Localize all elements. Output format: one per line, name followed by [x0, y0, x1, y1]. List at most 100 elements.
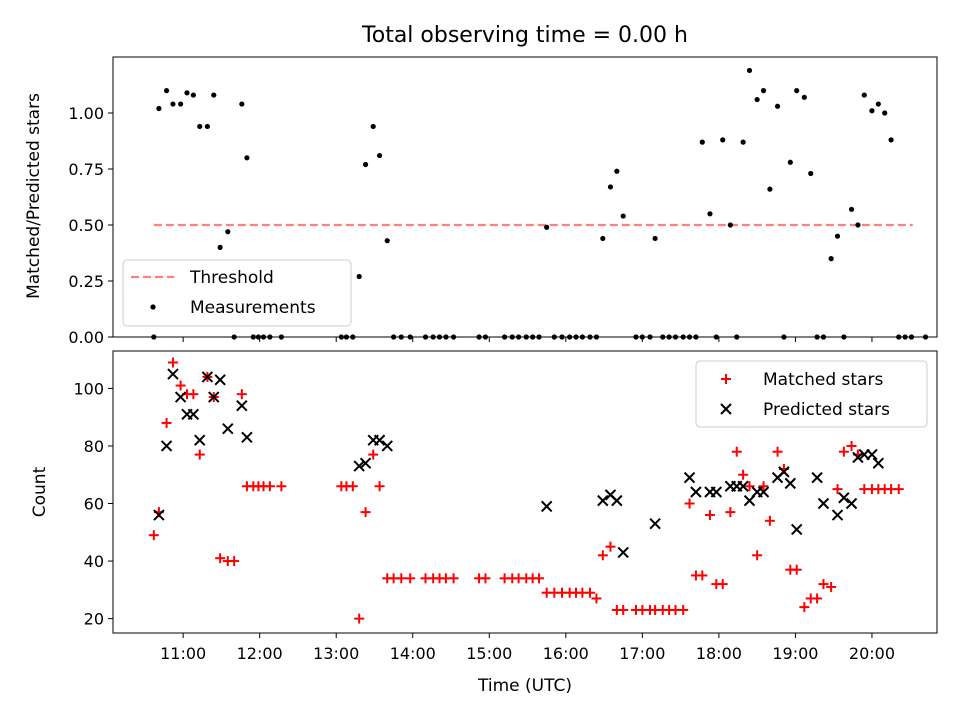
matched-star-point	[405, 573, 416, 584]
bottom-y-axis-label: Count	[30, 466, 50, 517]
predicted-star-point	[737, 480, 749, 492]
predicted-star-point	[872, 457, 885, 469]
matched-star-point	[480, 573, 491, 584]
matched-star-point	[396, 573, 407, 584]
matched-star-point	[167, 357, 178, 368]
bottom-y-tick-label: 80	[84, 437, 104, 456]
x-tick-label: 18:00	[696, 644, 742, 663]
legend-box	[122, 259, 352, 327]
x-tick-label: 12:00	[237, 644, 283, 663]
top-y-tick-label: 0.75	[68, 160, 104, 179]
predicted-star-point	[236, 399, 248, 412]
matched-star-point	[818, 579, 829, 590]
x-tick-label: 14:00	[390, 644, 436, 663]
predicted-star-point	[617, 546, 629, 559]
measurement-point	[356, 273, 362, 280]
predicted-star-point	[214, 374, 226, 386]
measurement-point	[794, 88, 800, 94]
measurement-point	[197, 123, 203, 130]
matched-star-point	[448, 573, 459, 584]
predicted-star-point	[241, 431, 253, 444]
x-tick-label: 16:00	[543, 644, 589, 663]
measurements-panel: Total observing time = 0.00 h 0.000.250.…	[24, 23, 938, 347]
measurement-point	[699, 139, 705, 145]
legend-predicted-swatch	[720, 403, 732, 415]
counts-panel: 20 40 60 80 100 11:00 12:00 13:00 14:00 15:00 16:0…	[30, 350, 938, 696]
measurement-point	[370, 123, 376, 130]
predicted-star-point	[353, 460, 365, 472]
bottom-legend: Matched stars Predicted stars	[695, 360, 928, 428]
predicted-star-point	[187, 408, 200, 421]
count-plot-area: 20 40 60 80 100 11:00 12:00 13:00 14:00 15:00 16:0…	[73, 350, 938, 663]
ratio-plot-area: 0.00 0.25 0.50 0.75 1.00 Threshold Measurement…	[68, 56, 938, 347]
predicted-star-point	[866, 448, 878, 461]
measurement-point	[211, 92, 217, 98]
predicted-star-point	[817, 497, 830, 510]
bottom-y-tick-label: 20	[84, 610, 104, 629]
matched-star-point	[791, 564, 802, 575]
measurement-point	[620, 213, 626, 219]
matched-star-point	[605, 541, 616, 552]
top-y-tick-label: 0.25	[68, 272, 104, 291]
matched-star-point	[744, 481, 755, 492]
matched-star-point	[175, 380, 186, 391]
predicted-star-point	[359, 457, 372, 469]
x-tick-label: 19:00	[772, 644, 818, 663]
x-tick-label: 15:00	[466, 644, 512, 663]
bottom-y-tick-label: 60	[84, 495, 104, 514]
matched-star-point	[374, 481, 385, 492]
predicted-star-point	[208, 391, 220, 403]
predicted-star-point	[153, 509, 165, 521]
predicted-star-point	[710, 486, 723, 498]
predicted-star-point	[222, 422, 234, 435]
predicted-star-point	[852, 451, 864, 464]
matched-star-point	[354, 613, 365, 624]
predicted-star-point	[174, 391, 187, 403]
measurement-point	[848, 206, 855, 212]
predicted-star-point	[838, 492, 850, 504]
matched-star-point	[347, 481, 358, 492]
matched-star-point	[148, 530, 159, 541]
legend-measurements-swatch	[150, 304, 156, 310]
measurement-point	[754, 96, 760, 103]
matched-star-point	[738, 469, 749, 480]
measurement-point	[720, 137, 726, 143]
legend-threshold-label: Threshold	[189, 268, 274, 288]
measurement-point	[861, 92, 867, 98]
matched-star-point	[826, 581, 837, 592]
legend-box	[695, 360, 928, 428]
measurement-point	[888, 137, 894, 143]
top-y-axis-label: Matched/Predicted stars	[24, 93, 44, 299]
matched-star-point	[684, 498, 695, 509]
measurement-point	[834, 233, 841, 239]
matched-star-point	[731, 446, 742, 457]
matched-star-point	[697, 570, 708, 581]
measurement-point	[600, 235, 606, 242]
measurement-point	[170, 101, 176, 107]
predicted-star-point	[831, 509, 844, 521]
matched-star-point	[893, 484, 904, 495]
measurement-point	[217, 244, 223, 250]
predicted-star-point	[690, 486, 702, 498]
top-y-tick-label: 0.00	[68, 328, 104, 347]
matched-star-point	[846, 440, 857, 451]
predicted-star-point	[683, 471, 696, 484]
matched-star-point	[585, 587, 596, 598]
measurement-point	[204, 123, 210, 130]
measurement-point	[746, 67, 753, 74]
measurement-point	[801, 94, 807, 100]
x-tick-label: 17:00	[619, 644, 665, 663]
predicted-star-point	[845, 497, 858, 510]
measurement-point	[225, 229, 231, 235]
bottom-y-tick-label: 100	[73, 379, 104, 398]
measurement-point	[828, 256, 834, 262]
matched-star-point	[717, 579, 728, 590]
matched-star-point	[678, 604, 689, 615]
x-tick-label: 20:00	[849, 644, 895, 663]
measurement-point	[774, 103, 781, 109]
top-legend: Threshold Measurements	[122, 259, 352, 327]
matched-star-point	[799, 602, 810, 613]
measurement-point	[787, 159, 793, 165]
matched-star-point	[597, 550, 608, 561]
